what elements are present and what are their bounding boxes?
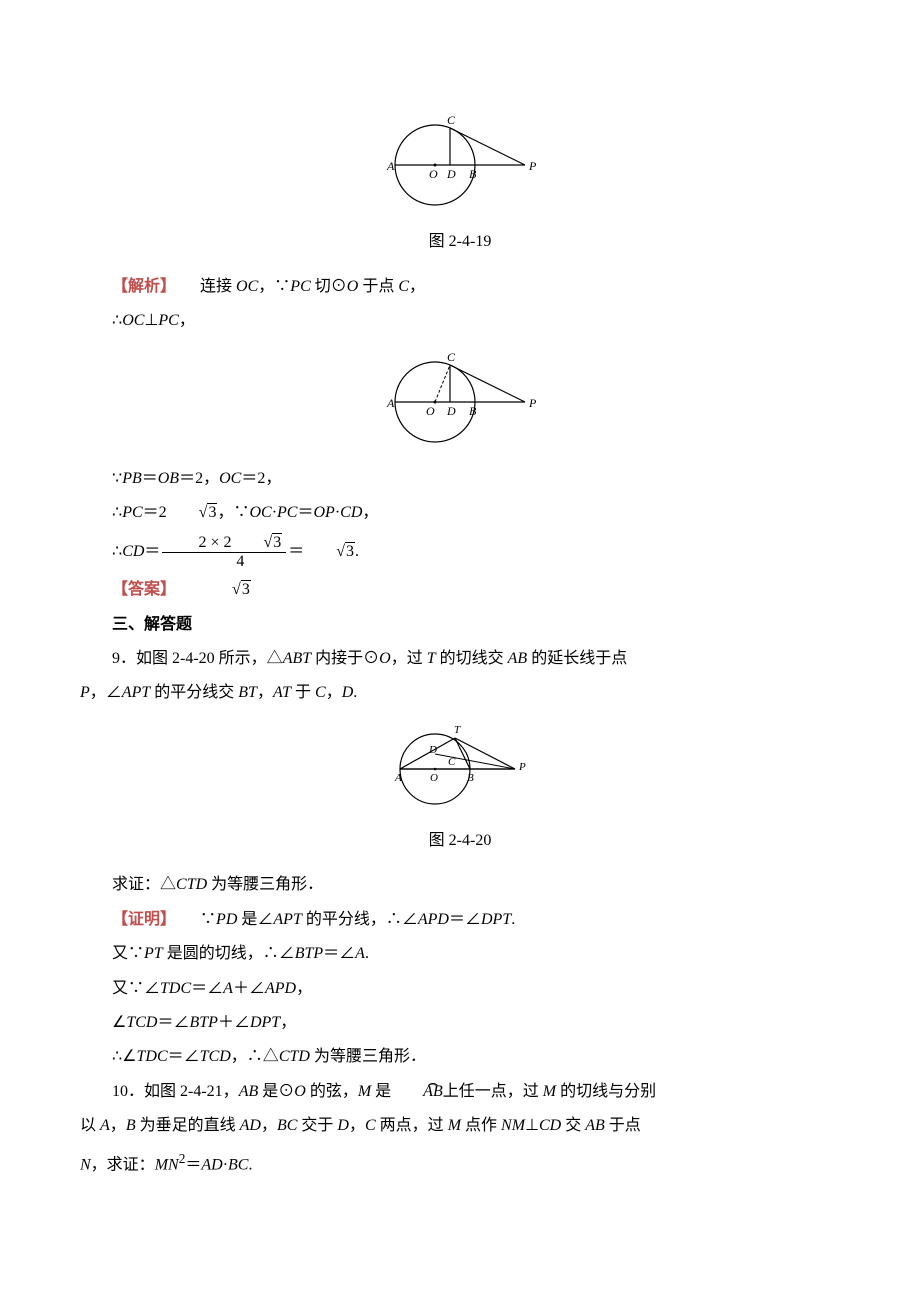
fig1-label-C: C xyxy=(447,113,456,127)
fig2-label-P: P xyxy=(528,396,537,410)
arc-AB: AB xyxy=(391,1077,443,1107)
fig1-label-D: D xyxy=(446,167,456,181)
fig2-label-O: O xyxy=(426,404,435,418)
analysis-label: 【解析】 xyxy=(112,278,176,295)
analysis-line1: 【解析】 连接 OC，∵PC 切⊙O 于点 C， xyxy=(80,272,840,302)
fig3-label-A: A xyxy=(394,772,402,784)
fig1-svg: A O D B C P xyxy=(365,110,555,210)
fig1-label-B: B xyxy=(469,167,477,181)
fig2-label-A: A xyxy=(386,396,395,410)
figure-2-4-19b: A O D B C P xyxy=(80,347,840,458)
section-3-header: 三、解答题 xyxy=(80,610,840,640)
q9-text-cont: P，∠APT 的平分线交 BT，AT 于 C，D. xyxy=(80,678,840,708)
fig3-label-O: O xyxy=(430,772,438,784)
q10-line2: 以 A，B 为垂足的直线 AD，BC 交于 D，C 两点，过 M 点作 NM⊥C… xyxy=(80,1111,840,1141)
fig2-label-C: C xyxy=(447,350,456,364)
proof-line1: 【证明】 ∵PD 是∠APT 的平分线，∴∠APD＝∠DPT. xyxy=(80,905,840,935)
fig1-label-O: O xyxy=(429,167,438,181)
proof-line5: ∴∠TDC＝∠TCD，∴△CTD 为等腰三角形． xyxy=(80,1042,840,1072)
answer-label: 【答案】 xyxy=(112,581,176,598)
figure-2-4-20: A O B T D C P xyxy=(80,719,840,820)
fig2-label-D: D xyxy=(446,404,456,418)
fig3-svg: A O B T D C P xyxy=(375,719,545,809)
figure-2-4-19: A O D B C P xyxy=(80,110,840,221)
fig3-label-D: D xyxy=(428,744,437,756)
proof-line4: ∠TCD＝∠BTP＋∠DPT， xyxy=(80,1008,840,1038)
fig1-label-P: P xyxy=(528,159,537,173)
q10-line1: 10．如图 2-4-21，AB 是⊙O 的弦，M 是AB上任一点，过 M 的切线… xyxy=(80,1077,840,1107)
answer-line: 【答案】 3 xyxy=(80,575,840,605)
fig3-label-B: B xyxy=(467,772,474,784)
fig1-caption: 图 2-4-19 xyxy=(80,227,840,257)
fig2-svg: A O D B C P xyxy=(365,347,555,447)
fig3-label-P: P xyxy=(518,761,526,773)
calc-line1: ∵PB＝OB＝2，OC＝2， xyxy=(80,464,840,494)
proof-line2: 又∵PT 是圆的切线，∴∠BTP＝∠A. xyxy=(80,939,840,969)
q10-line3: N，求证：MN2＝AD·BC. xyxy=(80,1146,840,1181)
fig3-caption: 图 2-4-20 xyxy=(80,826,840,856)
fig3-label-C: C xyxy=(448,756,456,768)
q9-ask: 求证：△CTD 为等腰三角形． xyxy=(80,870,840,900)
fig2-label-B: B xyxy=(469,404,477,418)
analysis-line2: ∴OC⊥PC， xyxy=(80,306,840,336)
calc-line2: ∴PC＝23，∵OC·PC＝OP·CD， xyxy=(80,498,840,528)
q9-text: 9．如图 2-4-20 所示，△ABT 内接于⊙O，过 T 的切线交 AB 的延… xyxy=(80,644,840,674)
fig1-label-A: A xyxy=(386,159,395,173)
fig3-label-T: T xyxy=(454,724,461,736)
proof-line3: 又∵∠TDC＝∠A＋∠APD， xyxy=(80,974,840,1004)
proof-label: 【证明】 xyxy=(112,911,176,928)
calc-line3: ∴CD＝2 × 234＝3. xyxy=(80,533,840,571)
